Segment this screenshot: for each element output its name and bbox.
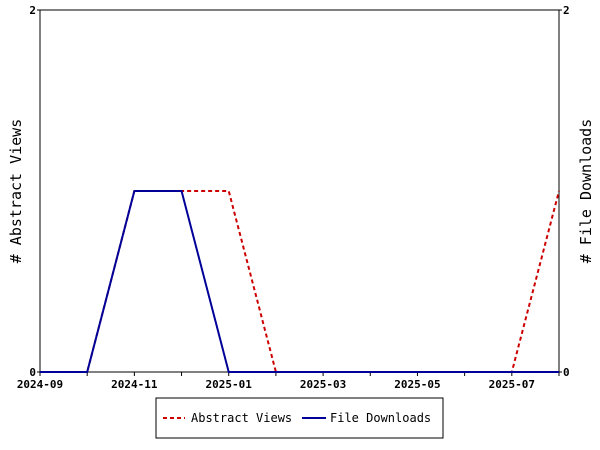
series-lines	[40, 190, 560, 373]
legend: Abstract Views File Downloads	[155, 397, 444, 439]
series-line-file-downloads	[40, 190, 559, 373]
x-tick-label: 2025-01	[206, 378, 253, 391]
x-axis-tick-labels: 2024-09 2024-11 2025-01 2025-03 2025-05 2025-…	[17, 378, 535, 391]
y-tick-label: 2	[29, 4, 36, 17]
y-axis-title: # Abstract Views	[7, 119, 25, 264]
x-tick-label: 2025-07	[489, 378, 535, 391]
legend-label-file-downloads: File Downloads	[330, 411, 431, 425]
y2-axis-title: # File Downloads	[577, 119, 595, 264]
x-tick-label: 2024-11	[111, 378, 158, 391]
x-tick-label: 2025-05	[394, 378, 440, 391]
y2-tick-label: 0	[563, 366, 570, 379]
y2-tick-label: 2	[563, 4, 570, 17]
x-tick-label: 2024-09	[17, 378, 63, 391]
legend-label-abstract-views: Abstract Views	[191, 411, 292, 425]
legend-box	[155, 397, 444, 439]
x-tick-label: 2025-03	[300, 378, 346, 391]
y-axis-tick-labels: 02	[29, 4, 40, 379]
y2-axis-tick-labels: 02	[559, 4, 570, 379]
y-tick-label: 0	[29, 366, 36, 379]
